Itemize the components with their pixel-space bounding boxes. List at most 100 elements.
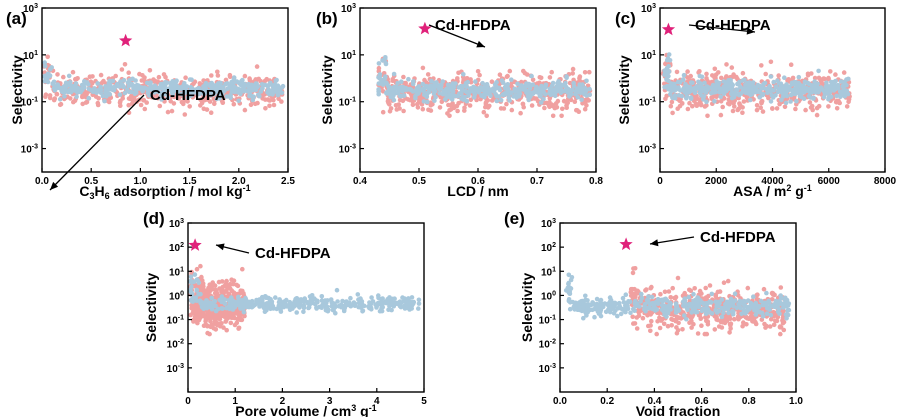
data-point [156, 74, 162, 80]
data-point [793, 106, 798, 112]
data-point [670, 317, 675, 323]
data-point [757, 95, 762, 100]
data-point [670, 285, 675, 291]
data-point [758, 298, 764, 304]
data-point [685, 69, 690, 74]
data-point [255, 100, 260, 106]
data-point [751, 294, 756, 300]
data-point [66, 73, 72, 79]
data-point [301, 309, 306, 315]
data-point [96, 96, 101, 101]
data-point [114, 81, 120, 87]
data-point [207, 99, 213, 104]
data-point [294, 310, 300, 315]
data-point [220, 84, 226, 90]
data-point [583, 85, 588, 91]
data-point [644, 297, 650, 303]
data-point [383, 55, 388, 60]
data-point [844, 77, 849, 82]
data-point [710, 73, 715, 78]
data-point [521, 68, 526, 74]
y-tick-label: 10-3 [167, 363, 184, 375]
data-point [265, 304, 270, 310]
data-point [242, 73, 248, 79]
data-point [387, 295, 392, 300]
data-point [664, 57, 670, 63]
data-point [553, 101, 559, 106]
data-point [756, 304, 762, 309]
data-point [414, 85, 420, 91]
data-point [395, 85, 400, 91]
data-point [481, 109, 487, 115]
data-point [67, 87, 73, 93]
data-point [86, 82, 91, 87]
data-point [165, 95, 171, 101]
data-point [200, 305, 206, 311]
data-point [376, 293, 381, 298]
data-point [809, 103, 815, 109]
data-point [843, 91, 848, 97]
data-point [703, 311, 709, 317]
data-point [192, 303, 197, 309]
data-point [719, 75, 724, 81]
data-point [712, 66, 718, 72]
data-point [569, 275, 575, 280]
data-point [227, 72, 233, 78]
data-point [118, 103, 123, 108]
data-point [541, 85, 547, 91]
data-point [255, 92, 261, 98]
data-point [566, 298, 572, 304]
data-point [45, 54, 50, 60]
data-point [388, 94, 394, 100]
data-point [298, 303, 303, 308]
data-point [203, 86, 209, 92]
data-point [663, 296, 668, 302]
data-point [759, 98, 765, 104]
data-point [807, 95, 813, 100]
data-point [192, 79, 198, 84]
data-point [696, 295, 701, 301]
data-point [430, 84, 436, 89]
data-point [672, 95, 677, 100]
data-point [241, 85, 246, 91]
annotation-label: Cd-HFDPA [435, 17, 511, 34]
data-point [189, 77, 194, 82]
chart-panel-3: 0 2000 4000 6000 800010-310-1101103Selectivi… [615, 3, 897, 199]
data-point [170, 86, 175, 92]
data-point [575, 94, 581, 100]
data-point [673, 294, 679, 300]
data-point [703, 89, 709, 95]
data-point [287, 304, 293, 310]
data-point [112, 84, 117, 90]
data-point [775, 309, 781, 315]
data-point [229, 277, 234, 283]
data-point [42, 60, 47, 65]
data-point [441, 88, 446, 94]
data-point [214, 291, 220, 296]
data-point [226, 283, 232, 289]
data-point [703, 285, 708, 291]
data-point [518, 110, 523, 116]
data-point [168, 99, 173, 104]
data-point [488, 93, 493, 99]
x-tick-label: 0.6 [471, 176, 485, 187]
data-point [777, 325, 783, 330]
data-point [197, 91, 202, 97]
annotation-arrow [49, 94, 145, 191]
y-axis-label: Selectivity [9, 55, 25, 124]
data-point [782, 104, 788, 110]
cd-hfdpa-star [119, 33, 133, 47]
data-point [583, 293, 588, 299]
data-point [200, 287, 205, 293]
data-point [783, 312, 789, 317]
annotation-label: Cd-HFDPA [255, 245, 331, 262]
data-point [360, 309, 365, 314]
series-blue [662, 52, 851, 106]
data-point [846, 99, 851, 105]
data-point [192, 272, 198, 277]
data-point [489, 79, 495, 84]
data-point [705, 113, 710, 119]
data-point [95, 81, 100, 86]
data-point [771, 79, 776, 85]
